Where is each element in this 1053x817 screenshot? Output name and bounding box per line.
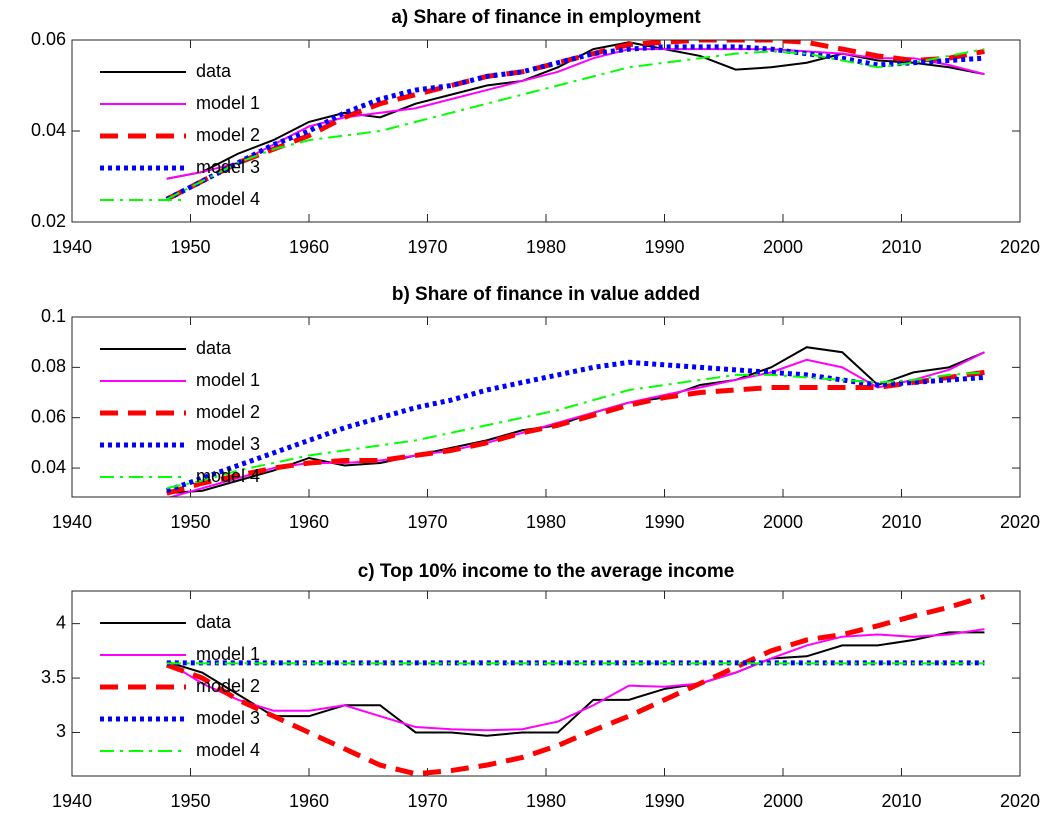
chart-title: a) Share of finance in employment [391, 7, 701, 28]
y-tick-label: 3 [56, 721, 66, 741]
x-tick-label: 2020 [1000, 791, 1040, 811]
x-tick-label: 1980 [526, 237, 566, 257]
chart-title: b) Share of finance in value added [392, 284, 700, 305]
x-tick-label: 2000 [763, 791, 803, 811]
y-tick-label: 3.5 [41, 667, 66, 687]
x-tick-label: 2000 [763, 512, 803, 532]
x-tick-label: 1940 [52, 791, 92, 811]
legend-label: model 2 [196, 402, 260, 422]
axes-box [71, 590, 1021, 777]
x-tick-label: 1960 [289, 512, 329, 532]
y-tick-label: 0.1 [41, 306, 66, 326]
y-tick-label: 0.02 [31, 211, 66, 231]
legend-label: data [196, 61, 232, 81]
x-tick-label: 1940 [52, 512, 92, 532]
x-tick-label: 2000 [763, 237, 803, 257]
x-tick-label: 2020 [1000, 512, 1040, 532]
series-line [166, 631, 985, 737]
legend-label: model 1 [196, 93, 260, 113]
y-tick-label: 0.04 [31, 120, 66, 140]
x-tick-label: 1960 [289, 237, 329, 257]
legend-label: model 3 [196, 708, 260, 728]
y-tick-label: 0.04 [31, 457, 66, 477]
chart-title: c) Top 10% income to the average income [358, 561, 735, 582]
series-line [165, 594, 986, 776]
x-tick-label: 1970 [407, 791, 447, 811]
x-tick-label: 1960 [289, 791, 329, 811]
y-tick-label: 4 [56, 612, 66, 632]
legend-label: model 3 [196, 157, 260, 177]
x-tick-label: 1980 [526, 512, 566, 532]
series-line [166, 48, 985, 180]
series-line [166, 371, 985, 490]
series-line [165, 359, 985, 494]
x-tick-label: 2010 [881, 512, 921, 532]
y-tick-label: 0.06 [31, 406, 66, 426]
x-tick-label: 1950 [170, 512, 210, 532]
x-tick-label: 1970 [407, 512, 447, 532]
legend-label: model 1 [196, 644, 260, 664]
legend-label: model 4 [196, 189, 260, 209]
plot-area [72, 40, 1020, 222]
series-line [166, 48, 985, 201]
legend-label: data [196, 338, 232, 358]
series-line [166, 346, 985, 495]
x-tick-label: 1990 [644, 237, 684, 257]
x-tick-label: 1990 [644, 791, 684, 811]
x-tick-label: 1950 [170, 237, 210, 257]
x-tick-label: 2010 [881, 237, 921, 257]
legend-label: model 3 [196, 434, 260, 454]
x-tick-label: 1940 [52, 237, 92, 257]
x-tick-label: 1970 [407, 237, 447, 257]
legend-label: model 2 [196, 125, 260, 145]
x-tick-label: 1980 [526, 791, 566, 811]
y-tick-label: 0.06 [31, 29, 66, 49]
legend-label: model 4 [196, 466, 260, 486]
axes-box [71, 316, 1021, 498]
axes-box [71, 39, 1021, 223]
x-tick-label: 1950 [170, 791, 210, 811]
legend-label: model 4 [196, 740, 260, 760]
x-tick-label: 2010 [881, 791, 921, 811]
x-tick-label: 2020 [1000, 237, 1040, 257]
plot-area [72, 591, 1020, 776]
x-tick-label: 1990 [644, 512, 684, 532]
series-line [165, 40, 985, 202]
y-tick-label: 0.08 [31, 356, 66, 376]
series-line [166, 628, 985, 732]
legend-label: data [196, 612, 232, 632]
series-line [167, 351, 985, 497]
legend-label: model 1 [196, 370, 260, 390]
legend-label: model 2 [196, 676, 260, 696]
